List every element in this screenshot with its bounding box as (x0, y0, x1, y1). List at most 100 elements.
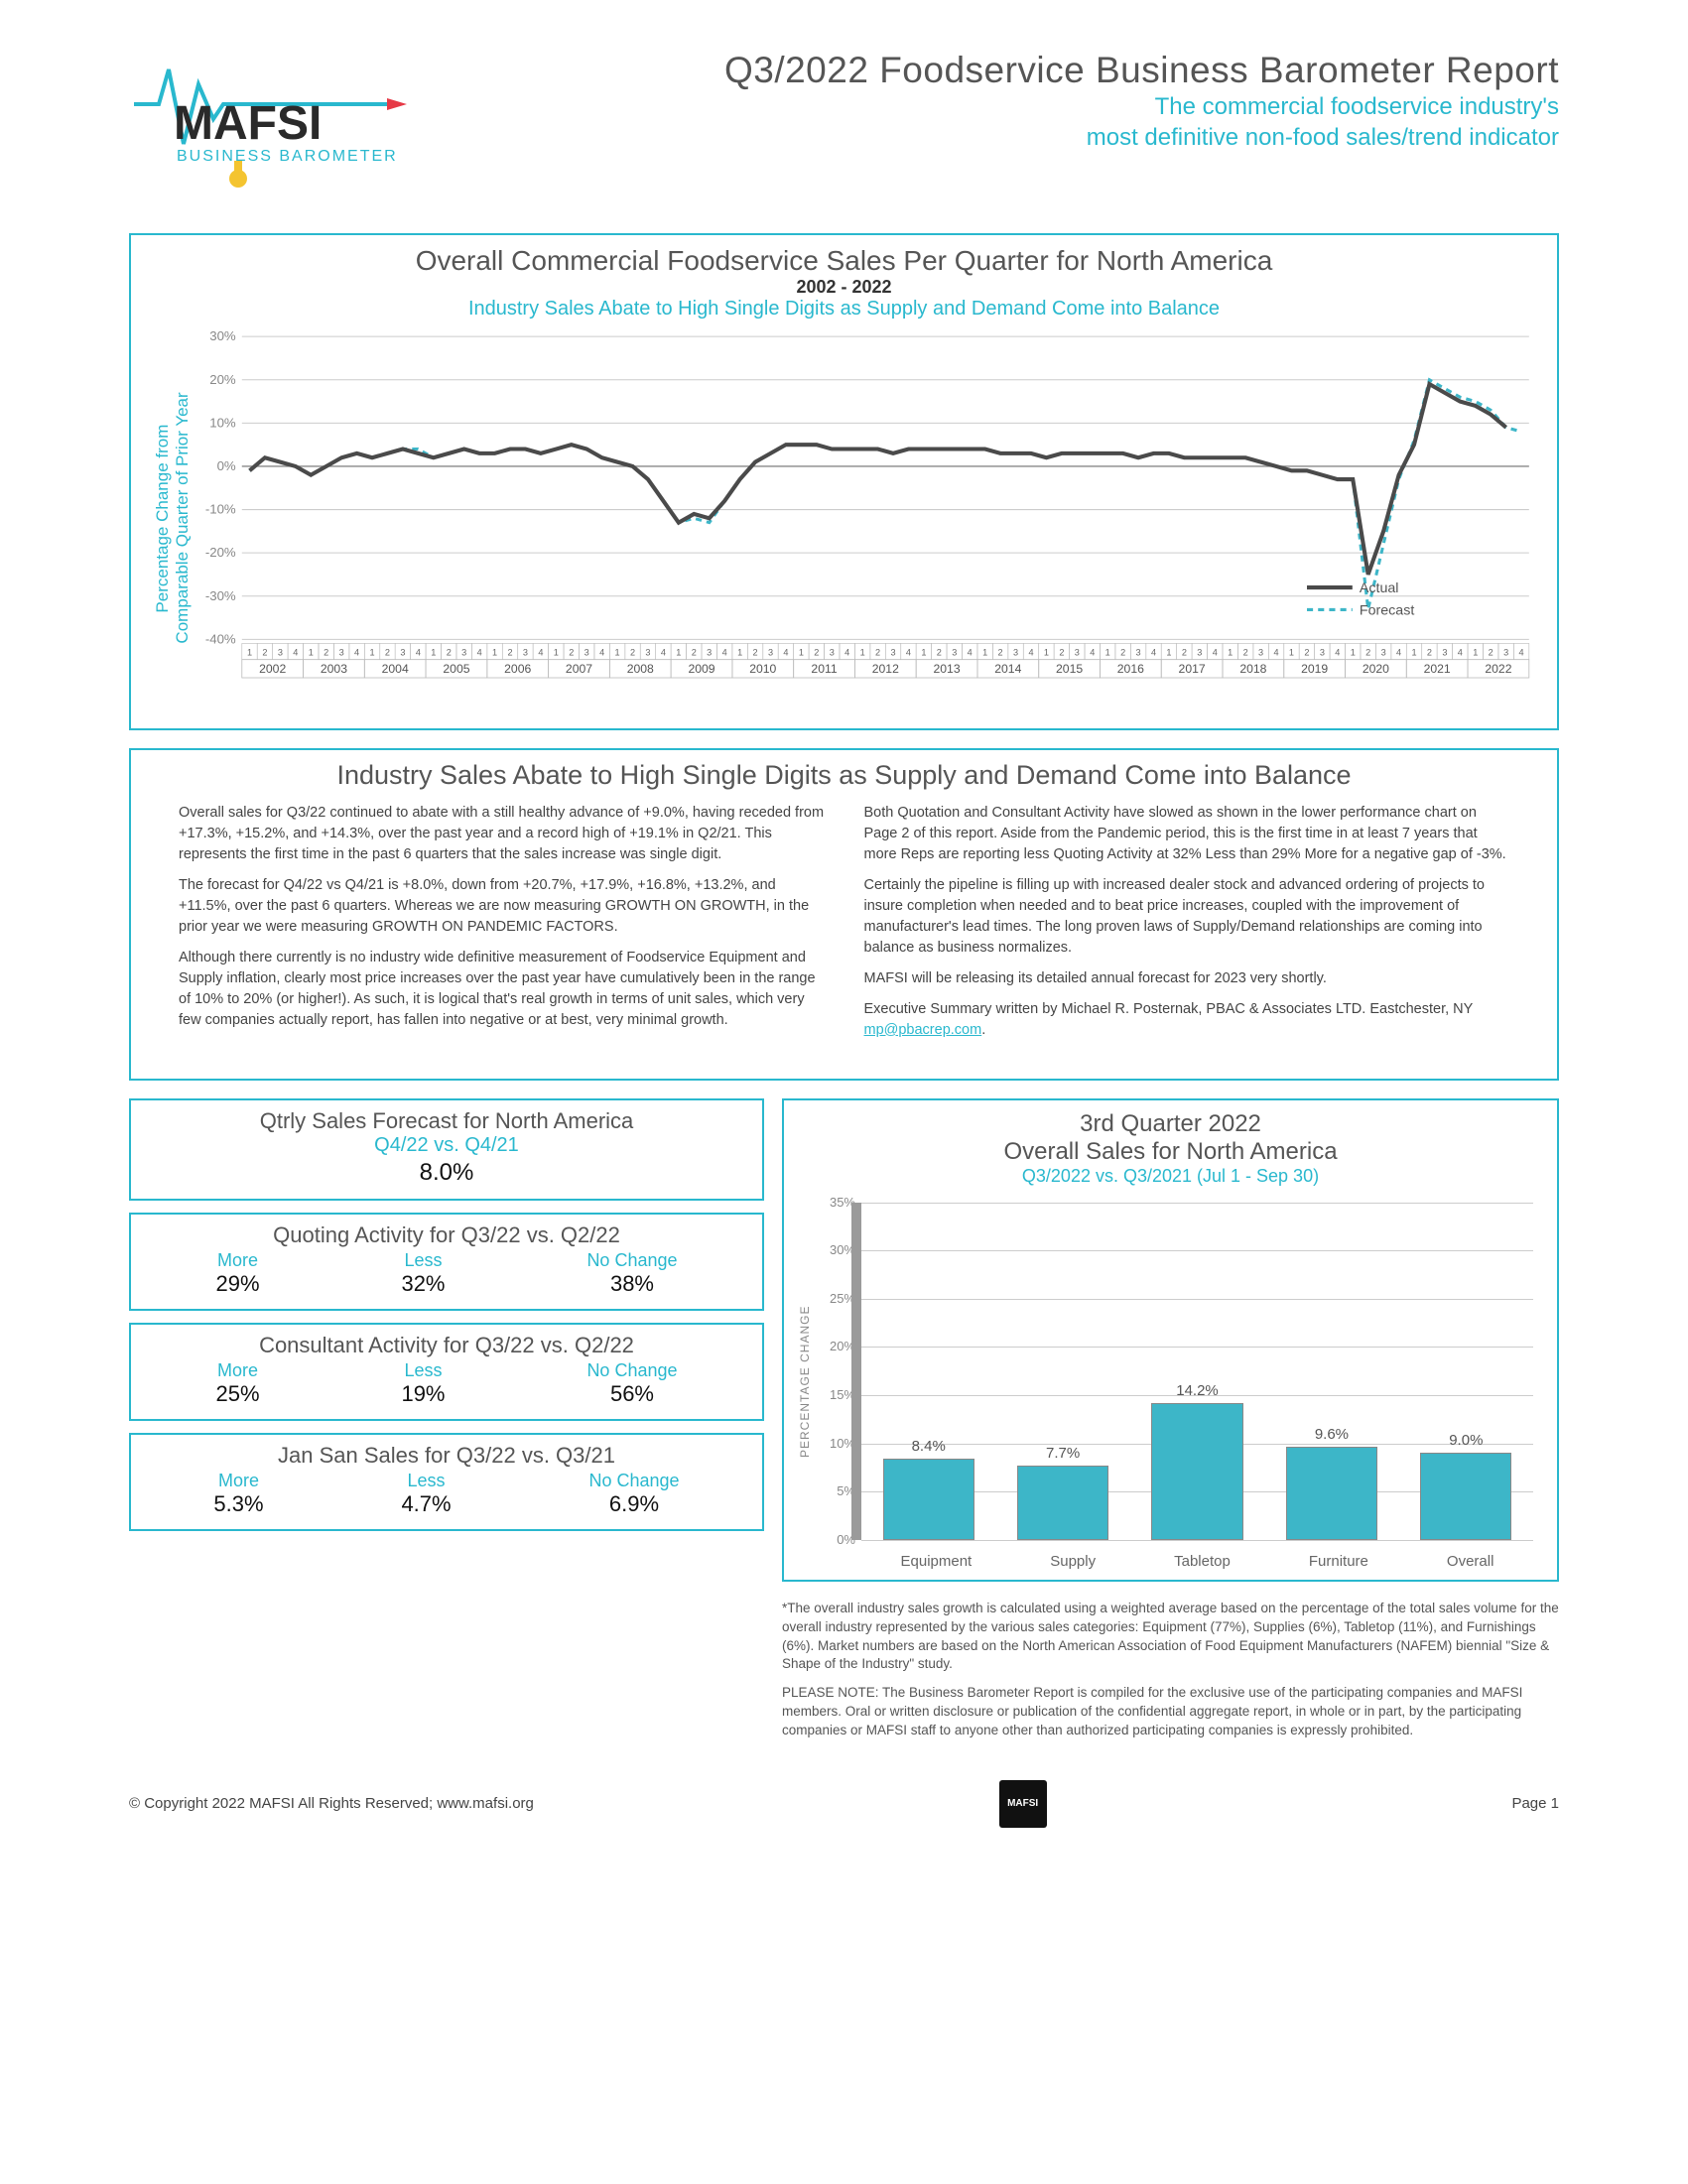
svg-text:3: 3 (523, 648, 528, 658)
chart1-ylabel: Percentage Change fromComparable Quarter… (149, 326, 196, 710)
jansan-less-label: Less (401, 1471, 451, 1491)
consultant-less-label: Less (401, 1360, 445, 1381)
svg-text:3: 3 (1320, 648, 1325, 658)
svg-text:4: 4 (538, 648, 543, 658)
quoting-nochange-label: No Change (586, 1250, 677, 1271)
svg-text:2: 2 (1120, 648, 1125, 658)
svg-text:20%: 20% (209, 372, 236, 387)
svg-text:3: 3 (400, 648, 405, 658)
jansan-title: Jan San Sales for Q3/22 vs. Q3/21 (145, 1443, 748, 1469)
svg-text:4: 4 (354, 648, 359, 658)
svg-text:2022: 2022 (1485, 662, 1511, 676)
svg-text:1: 1 (615, 648, 620, 658)
consultant-title: Consultant Activity for Q3/22 vs. Q2/22 (145, 1333, 748, 1358)
svg-text:2: 2 (262, 648, 267, 658)
svg-text:3: 3 (1197, 648, 1202, 658)
forecast-title: Qtrly Sales Forecast for North America (145, 1108, 748, 1134)
svg-text:2021: 2021 (1424, 662, 1451, 676)
narrative-heading: Industry Sales Abate to High Single Digi… (149, 760, 1539, 791)
svg-text:3: 3 (1258, 648, 1263, 658)
quoting-nochange-val: 38% (610, 1271, 654, 1296)
svg-text:1: 1 (1473, 648, 1478, 658)
svg-text:10%: 10% (209, 415, 236, 430)
chart1-subtitle: Industry Sales Abate to High Single Digi… (149, 298, 1539, 321)
svg-text:Forecast: Forecast (1360, 603, 1414, 619)
svg-text:2011: 2011 (811, 662, 837, 676)
svg-text:2: 2 (1365, 648, 1370, 658)
svg-text:4: 4 (1396, 648, 1401, 658)
narrative-columns: Overall sales for Q3/22 continued to aba… (149, 803, 1539, 1061)
svg-text:3: 3 (584, 648, 589, 658)
svg-text:Actual: Actual (1360, 580, 1399, 596)
svg-text:4: 4 (968, 648, 973, 658)
svg-text:4: 4 (1335, 648, 1340, 658)
svg-text:4: 4 (1028, 648, 1033, 658)
consultant-less-val: 19% (401, 1381, 445, 1406)
footer-logo-icon: MAFSI (999, 1780, 1047, 1828)
mafsi-logo: MAFSI BUSINESS BAROMETER (129, 50, 417, 198)
quoting-panel: Quoting Activity for Q3/22 vs. Q2/22 Mor… (129, 1213, 764, 1311)
svg-text:2: 2 (569, 648, 574, 658)
svg-text:3: 3 (461, 648, 466, 658)
narrative-right: Both Quotation and Consultant Activity h… (864, 803, 1510, 1051)
report-subtitle-2: most definitive non-food sales/trend ind… (456, 122, 1559, 153)
svg-text:3: 3 (1503, 648, 1508, 658)
svg-text:3: 3 (1442, 648, 1447, 658)
bar-overall (1420, 1453, 1511, 1539)
svg-text:2: 2 (814, 648, 819, 658)
svg-text:2004: 2004 (382, 662, 409, 676)
consultant-more-val: 25% (215, 1381, 259, 1406)
line-chart-svg: -40%-30%-20%-10%0%10%20%30%1234123412341… (196, 326, 1539, 710)
svg-text:2017: 2017 (1179, 662, 1206, 676)
bar-furniture (1286, 1447, 1377, 1539)
svg-text:2007: 2007 (566, 662, 592, 676)
svg-text:2: 2 (753, 648, 758, 658)
svg-text:-40%: -40% (205, 631, 236, 646)
svg-text:3: 3 (645, 648, 650, 658)
forecast-panel: Qtrly Sales Forecast for North America Q… (129, 1098, 764, 1201)
svg-text:4: 4 (844, 648, 849, 658)
svg-text:2018: 2018 (1239, 662, 1266, 676)
svg-text:4: 4 (1458, 648, 1463, 658)
svg-text:2020: 2020 (1363, 662, 1389, 676)
svg-text:1: 1 (431, 648, 436, 658)
svg-text:1: 1 (737, 648, 742, 658)
svg-text:1: 1 (554, 648, 559, 658)
svg-text:3: 3 (1136, 648, 1141, 658)
svg-text:4: 4 (1151, 648, 1156, 658)
svg-text:2: 2 (937, 648, 942, 658)
svg-text:4: 4 (783, 648, 788, 658)
quoting-more-label: More (215, 1250, 259, 1271)
page-header: MAFSI BUSINESS BAROMETER Q3/2022 Foodser… (129, 50, 1559, 203)
forecast-sub: Q4/22 vs. Q4/21 (145, 1134, 748, 1157)
svg-text:2: 2 (507, 648, 512, 658)
svg-text:2010: 2010 (749, 662, 776, 676)
svg-text:4: 4 (661, 648, 666, 658)
quoting-less-label: Less (401, 1250, 445, 1271)
bar-supply (1017, 1466, 1108, 1540)
svg-text:3: 3 (278, 648, 283, 658)
page-number: Page 1 (1511, 1795, 1559, 1812)
svg-text:MAFSI: MAFSI (174, 97, 322, 150)
author-email[interactable]: mp@pbacrep.com (864, 1022, 982, 1038)
svg-text:2014: 2014 (994, 662, 1021, 676)
footnote-2: PLEASE NOTE: The Business Barometer Repo… (782, 1684, 1559, 1740)
quoting-more-val: 29% (215, 1271, 259, 1296)
svg-text:2016: 2016 (1117, 662, 1144, 676)
svg-text:3: 3 (707, 648, 712, 658)
logo-block: MAFSI BUSINESS BAROMETER (129, 50, 417, 203)
svg-text:1: 1 (1166, 648, 1171, 658)
jansan-more-label: More (213, 1471, 263, 1491)
svg-text:1: 1 (369, 648, 374, 658)
svg-text:2: 2 (385, 648, 390, 658)
svg-text:3: 3 (1013, 648, 1018, 658)
svg-text:1: 1 (1228, 648, 1233, 658)
jansan-panel: Jan San Sales for Q3/22 vs. Q3/21 More5.… (129, 1433, 764, 1531)
svg-text:1: 1 (921, 648, 926, 658)
svg-text:3: 3 (890, 648, 895, 658)
barchart-ylabel: PERCENTAGE CHANGE (798, 1193, 812, 1570)
svg-text:2002: 2002 (259, 662, 286, 676)
svg-text:2: 2 (447, 648, 452, 658)
svg-text:1: 1 (492, 648, 497, 658)
svg-text:2019: 2019 (1301, 662, 1328, 676)
